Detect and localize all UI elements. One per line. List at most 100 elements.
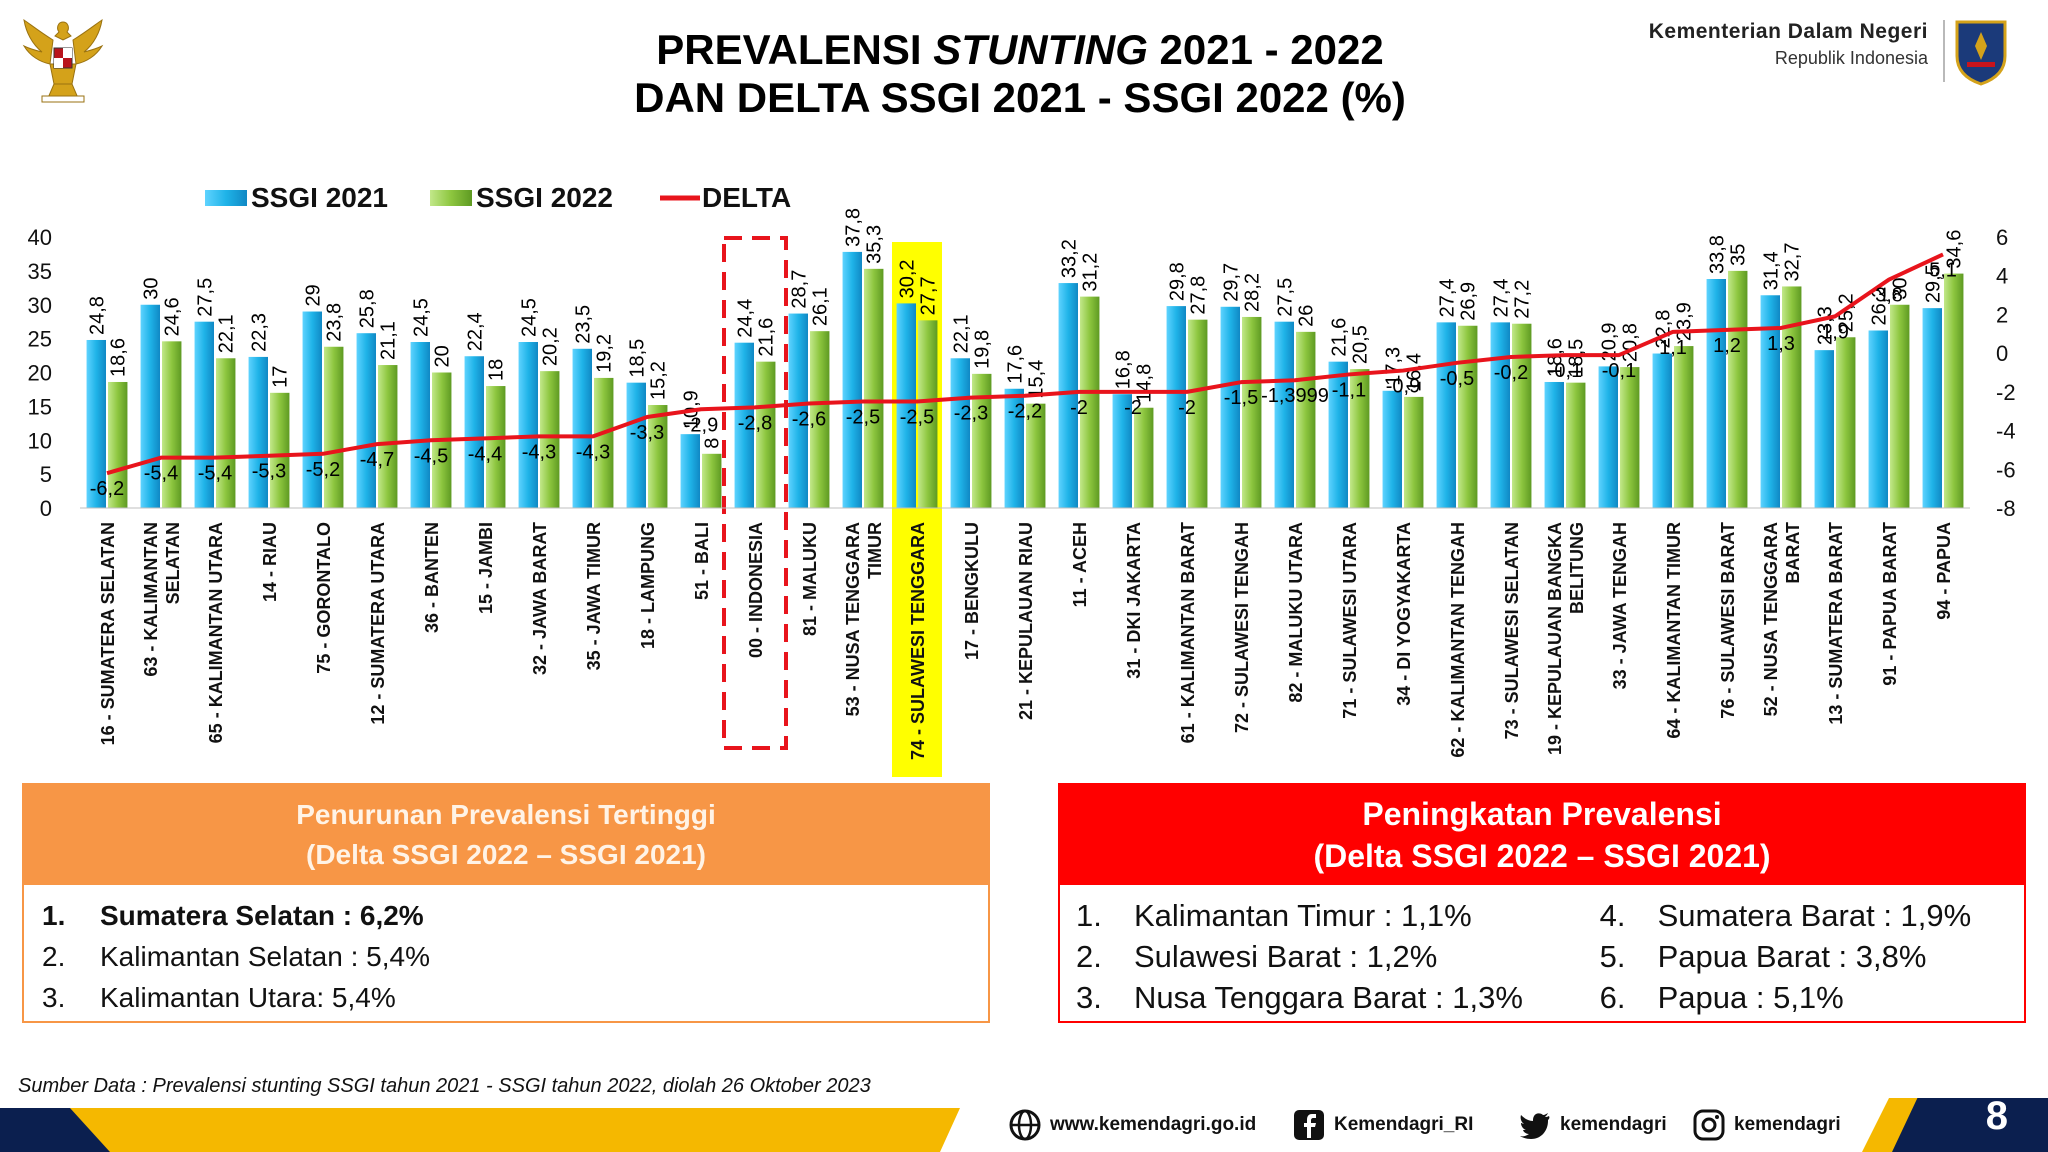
category-label: 00 - INDONESIA — [746, 522, 766, 658]
data-label-2021: 30 — [140, 278, 162, 300]
category-label: 94 - PAPUA — [1934, 522, 1954, 620]
data-label-2021: 29,5 — [1922, 264, 1944, 303]
delta-label: -2 — [1124, 397, 1142, 419]
bar-ssgi-2021 — [1760, 295, 1780, 508]
delta-label: -2 — [1070, 397, 1088, 419]
data-label-2022: 21,6 — [756, 318, 778, 357]
data-label-2021: 25,8 — [356, 289, 378, 328]
bar-ssgi-2022 — [1026, 403, 1046, 508]
highest-decrease-list: 1. Sumatera Selatan : 6,2% 2. Kalimantan S… — [24, 885, 988, 1028]
data-label-2022: 19,2 — [594, 334, 616, 373]
list-item: 2. Kalimantan Selatan : 5,4% — [42, 941, 430, 972]
y-tick-label: 35 — [28, 259, 52, 284]
data-label-2021: 27,4 — [1490, 278, 1512, 317]
legend-label: SSGI 2022 — [476, 182, 613, 213]
bar-ssgi-2022 — [702, 453, 722, 508]
data-label-2022: 20,5 — [1350, 325, 1372, 364]
category-label: BELITUNG — [1567, 522, 1587, 614]
delta-label: -2 — [1178, 397, 1196, 419]
bar-ssgi-2021 — [1652, 353, 1672, 508]
bar-ssgi-2022 — [1944, 273, 1964, 508]
data-label-2022: 27,7 — [918, 276, 940, 315]
data-label-2021: 27,5 — [1274, 278, 1296, 317]
category-label: 16 - SUMATERA SELATAN — [98, 522, 118, 745]
facebook-link[interactable]: Kemendagri_RI — [1292, 1108, 1473, 1142]
indonesia-dashed-box — [722, 236, 788, 750]
data-label-2022: 24,6 — [162, 297, 184, 336]
list-item: 2. Sulawesi Barat : 1,2% — [1076, 939, 1438, 974]
legend-label: SSGI 2021 — [251, 182, 388, 213]
bar-ssgi-2022 — [1674, 346, 1694, 508]
bar-ssgi-2021 — [140, 304, 160, 508]
category-label: 12 - SUMATERA UTARA — [368, 522, 388, 725]
category-label: 36 - BANTEN — [422, 522, 442, 633]
bar-ssgi-2022 — [1728, 270, 1748, 508]
delta-label: 1,9 — [1821, 321, 1849, 343]
increase-box: Peningkatan Prevalensi (Delta SSGI 2022 … — [1058, 783, 2026, 1023]
data-label-2022: 18,5 — [1566, 339, 1588, 378]
category-label: 11 - ACEH — [1070, 522, 1090, 607]
y-tick-label: 30 — [28, 293, 52, 318]
data-label-2022: 18,6 — [108, 338, 130, 377]
data-label-2021: 26,2 — [1868, 287, 1890, 326]
delta-label: 1,2 — [1713, 335, 1741, 357]
category-label: 71 - SULAWESI UTARA — [1340, 522, 1360, 719]
website-link[interactable]: www.kemendagri.go.id — [1008, 1108, 1256, 1142]
category-label: 81 - MALUKU — [800, 522, 820, 636]
category-label: TIMUR — [865, 522, 885, 579]
list-item: 3. Kalimantan Utara: 5,4% — [42, 982, 396, 1013]
ministry-name: Kementerian Dalam Negeri — [1648, 20, 1928, 43]
data-label-2021: 22,4 — [464, 312, 486, 351]
data-label-2022: 19,8 — [972, 330, 994, 369]
bar-ssgi-2021 — [1436, 322, 1456, 508]
bar-ssgi-2021 — [950, 358, 970, 508]
y2-tick-label: 2 — [1996, 302, 2008, 327]
bar-ssgi-2021 — [896, 303, 916, 508]
garuda-emblem-icon — [22, 18, 104, 103]
data-label-2022: 15,4 — [1026, 360, 1048, 399]
bar-ssgi-2021 — [86, 339, 106, 508]
bar-ssgi-2021 — [680, 434, 700, 508]
category-label: 14 - RIAU — [260, 522, 280, 602]
delta-label: -4,4 — [468, 443, 502, 465]
category-label: 62 - KALIMANTAN TENGAH — [1448, 522, 1468, 758]
bar-ssgi-2022 — [540, 371, 560, 508]
bar-ssgi-2021 — [1220, 306, 1240, 508]
y2-tick-label: 6 — [1996, 225, 2008, 250]
bar-ssgi-2022 — [1836, 337, 1856, 508]
y-tick-label: 0 — [40, 496, 52, 521]
data-label-2022: 31,2 — [1080, 253, 1102, 292]
delta-label: -5,4 — [198, 463, 232, 485]
delta-label: 1,1 — [1659, 337, 1687, 359]
bar-ssgi-2022 — [810, 331, 830, 508]
bar-ssgi-2022 — [1242, 316, 1262, 508]
data-label-2022: 26 — [1296, 305, 1318, 327]
list-item: 4. Sumatera Barat : 1,9% — [1599, 898, 1972, 933]
bar-ssgi-2021 — [302, 311, 322, 508]
data-label-2021: 17,6 — [1004, 345, 1026, 384]
data-label-2022: 17 — [270, 366, 292, 388]
category-label: 31 - DKI JAKARTA — [1124, 522, 1144, 679]
globe-icon — [1009, 1109, 1041, 1141]
bar-ssgi-2021 — [1166, 306, 1186, 508]
data-label-2021: 27,4 — [1436, 278, 1458, 317]
y-tick-label: 5 — [40, 462, 52, 487]
y2-tick-label: -2 — [1996, 380, 2016, 405]
bar-ssgi-2021 — [626, 382, 646, 508]
y2-tick-label: -8 — [1996, 496, 2016, 521]
twitter-icon — [1520, 1113, 1550, 1139]
instagram-link[interactable]: kemendagri — [1692, 1108, 1841, 1142]
footer-shapes — [0, 1098, 2048, 1152]
twitter-link[interactable]: kemendagri — [1518, 1108, 1667, 1142]
category-label: 65 - KALIMANTAN UTARA — [206, 522, 226, 743]
category-label: 76 - SULAWESI BARAT — [1718, 522, 1738, 719]
delta-label: -2,8 — [738, 412, 772, 434]
y2-tick-label: -6 — [1996, 457, 2016, 482]
bar-ssgi-2021 — [788, 313, 808, 508]
bar-ssgi-2022 — [378, 365, 398, 508]
category-label: 91 - PAPUA BARAT — [1880, 522, 1900, 686]
y2-tick-label: -4 — [1996, 419, 2016, 444]
increase-subtitle: (Delta SSGI 2022 – SSGI 2021) — [1313, 838, 1771, 874]
category-label: 34 - DI YOGYAKARTA — [1394, 522, 1414, 706]
delta-label: 1,3 — [1767, 333, 1795, 355]
